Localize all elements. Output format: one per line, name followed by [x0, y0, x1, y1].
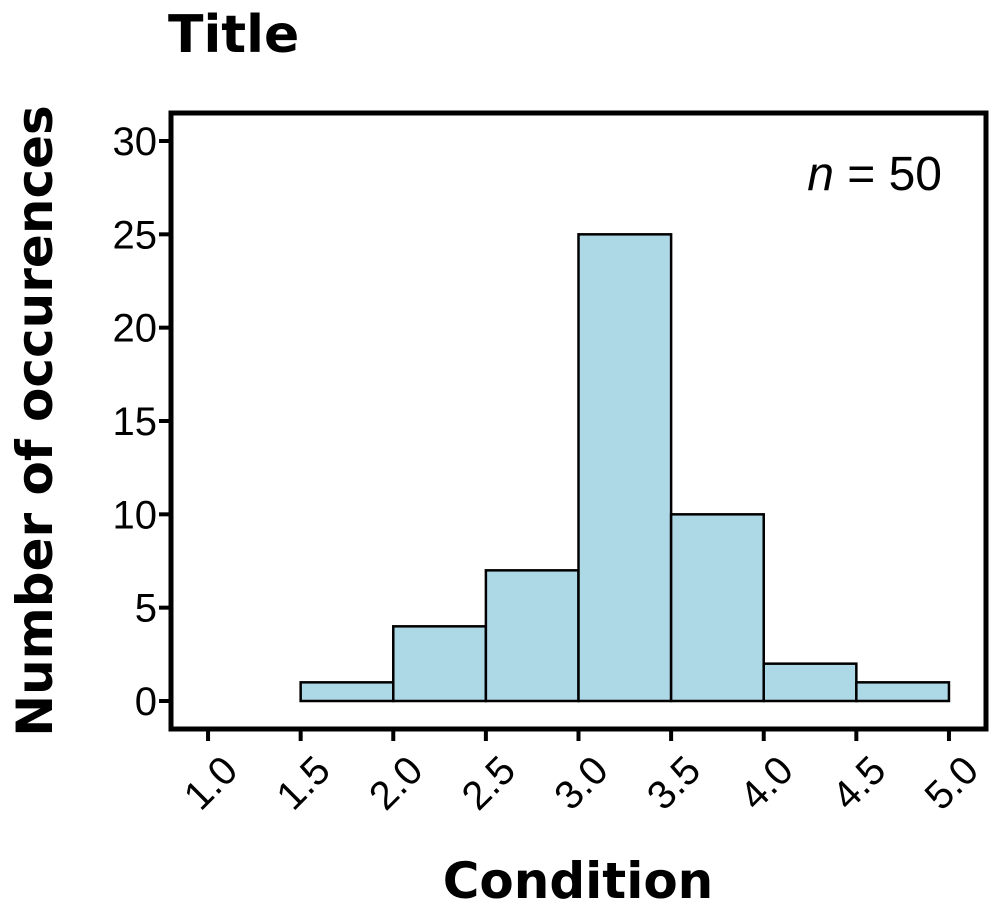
- x-axis: 1.0 1.5 2.0 2.5 3.0 3.5 4.0 4.5 5.0: [176, 729, 987, 818]
- histogram-bar: [762, 662, 858, 703]
- x-tick-label: 2.5: [454, 748, 524, 818]
- y-tick-label: 15: [113, 400, 158, 444]
- x-axis-label: Condition: [443, 852, 714, 910]
- histogram-bar: [299, 681, 395, 703]
- sample-size-annotation: n = 50: [807, 148, 942, 201]
- x-tick-label: 4.5: [824, 748, 894, 818]
- y-tick-label: 10: [113, 493, 158, 537]
- sample-size-variable: n: [807, 148, 834, 201]
- x-tick-label: 1.0: [176, 748, 246, 818]
- y-tick-label: 5: [135, 587, 157, 631]
- chart-title: Title: [168, 5, 299, 65]
- y-axis-label: Number of occurences: [6, 105, 64, 737]
- histogram-bar: [484, 569, 580, 703]
- x-tick-label: 1.5: [268, 748, 338, 818]
- y-tick-label: 25: [113, 213, 158, 257]
- y-tick-label: 0: [135, 680, 157, 724]
- histogram-bar: [577, 233, 673, 703]
- x-tick-label: 2.0: [361, 748, 431, 818]
- histogram-bar: [669, 513, 765, 703]
- y-tick-label: 20: [113, 307, 158, 351]
- x-tick-label: 5.0: [917, 748, 987, 818]
- x-tick-label: 4.0: [731, 748, 801, 818]
- y-tick-label: 30: [113, 120, 158, 164]
- bars-group: [299, 233, 951, 703]
- x-tick-label: 3.0: [546, 748, 616, 818]
- sample-size-value: = 50: [834, 148, 942, 201]
- histogram-bar: [392, 625, 488, 703]
- x-tick-label: 3.5: [639, 748, 709, 818]
- histogram-bar: [855, 681, 951, 703]
- y-axis: 0 5 10 15 20 25 30: [113, 120, 171, 724]
